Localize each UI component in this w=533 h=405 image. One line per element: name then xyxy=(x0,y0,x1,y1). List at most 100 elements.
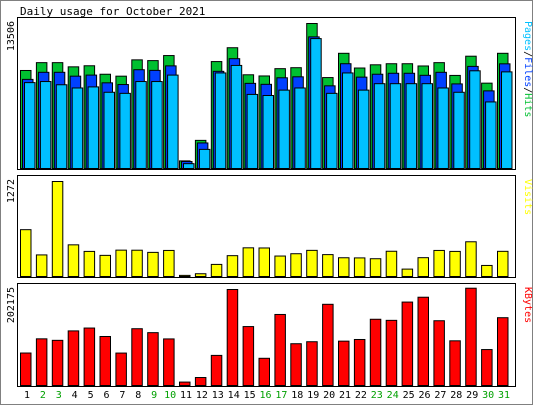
bar-pages-day-4 xyxy=(71,87,84,169)
bar-pages-day-30 xyxy=(485,101,497,169)
x-tick-label-day-2: 2 xyxy=(40,390,46,401)
x-tick-label-day-19: 19 xyxy=(307,390,319,401)
bar-pages-day-12 xyxy=(198,148,211,169)
legend-visits: Visits xyxy=(522,179,533,215)
bar-visits-day-21 xyxy=(338,257,350,278)
x-tick-label-day-31: 31 xyxy=(498,390,510,401)
bar-visits-day-3 xyxy=(51,181,64,277)
x-tick-label-day-30: 30 xyxy=(482,390,494,401)
x-tick-label-day-17: 17 xyxy=(275,390,287,401)
bar-kbytes-day-12 xyxy=(194,377,207,387)
bar-visits-day-24 xyxy=(385,250,398,277)
bar-visits-day-14 xyxy=(226,255,239,277)
bar-pages-day-9 xyxy=(151,81,163,169)
bar-visits-day-15 xyxy=(242,247,255,277)
panel-kbytes: 202175 KBytes xyxy=(6,283,533,387)
bar-pages-day-29 xyxy=(469,70,481,169)
bar-pages-day-25 xyxy=(405,83,418,169)
bar-kbytes-day-8 xyxy=(131,328,143,386)
bar-visits-day-17 xyxy=(274,255,286,277)
bar-pages-day-13 xyxy=(214,72,227,169)
bar-visits-day-6 xyxy=(99,254,111,278)
bar-kbytes-day-10 xyxy=(163,338,175,387)
legend-item-hits: Hits xyxy=(522,93,533,117)
bar-kbytes-day-20 xyxy=(322,303,334,386)
bar-kbytes-day-21 xyxy=(338,340,350,386)
bar-visits-day-18 xyxy=(290,253,302,278)
legend-item-files: Files xyxy=(522,57,533,87)
bar-kbytes-day-17 xyxy=(274,313,286,386)
bar-pages-day-5 xyxy=(87,86,100,169)
legend-item-kbytes: KBytes xyxy=(522,287,533,323)
bar-visits-day-5 xyxy=(83,250,96,277)
legend-hits: Pages/Files/Hits xyxy=(522,21,533,117)
bar-kbytes-day-15 xyxy=(242,326,255,387)
bar-kbytes-day-1 xyxy=(20,352,32,387)
bar-pages-day-10 xyxy=(167,74,179,169)
x-tick-label-day-29: 29 xyxy=(466,390,478,401)
x-tick-label-day-20: 20 xyxy=(323,390,335,401)
bar-visits-day-23 xyxy=(369,258,382,278)
bar-visits-day-27 xyxy=(433,249,445,278)
x-tick-label-day-9: 9 xyxy=(151,390,157,401)
bar-kbytes-day-7 xyxy=(115,352,127,387)
bar-visits-day-19 xyxy=(306,249,318,277)
bar-kbytes-day-18 xyxy=(290,343,302,386)
x-tick-label-day-12: 12 xyxy=(196,390,208,401)
bar-pages-day-31 xyxy=(501,71,513,169)
bar-visits-day-2 xyxy=(35,254,48,277)
bar-visits-day-30 xyxy=(481,264,493,277)
bar-pages-day-22 xyxy=(357,89,370,169)
x-tick-label-day-25: 25 xyxy=(403,390,415,401)
bar-visits-day-8 xyxy=(131,249,143,278)
bar-visits-day-7 xyxy=(115,249,127,277)
x-tick-label-day-5: 5 xyxy=(88,390,94,401)
bar-visits-day-25 xyxy=(401,268,414,278)
x-tick-label-day-6: 6 xyxy=(103,390,109,401)
legend-separator: / xyxy=(522,51,533,57)
bar-pages-day-16 xyxy=(262,94,274,169)
bar-kbytes-day-23 xyxy=(369,318,382,386)
bar-pages-day-6 xyxy=(103,91,115,169)
legend-item-visits: Visits xyxy=(522,179,533,215)
panel-hits: 13506 Pages/Files/Hits xyxy=(6,17,533,170)
legend-separator: / xyxy=(522,87,533,93)
bar-pages-day-28 xyxy=(453,91,465,169)
x-tick-label-day-24: 24 xyxy=(387,390,399,401)
bar-kbytes-day-9 xyxy=(147,332,159,386)
x-tick-label-day-7: 7 xyxy=(119,390,125,401)
y-axis-max-label-kbytes: 202175 xyxy=(6,287,17,323)
bar-kbytes-day-2 xyxy=(35,338,48,387)
bar-pages-day-27 xyxy=(437,87,449,169)
bar-visits-day-12 xyxy=(194,273,207,277)
x-tick-label-day-10: 10 xyxy=(164,390,176,401)
bar-visits-day-22 xyxy=(353,257,366,277)
x-tick-label-day-18: 18 xyxy=(291,390,303,401)
bar-kbytes-day-29 xyxy=(465,287,477,387)
x-tick-label-day-26: 26 xyxy=(418,390,430,401)
x-tick-label-day-14: 14 xyxy=(228,390,240,401)
bar-visits-day-1 xyxy=(20,229,32,277)
bar-visits-day-10 xyxy=(163,249,175,278)
x-tick-label-day-23: 23 xyxy=(371,390,383,401)
bar-visits-day-13 xyxy=(210,263,223,277)
legend-item-pages: Pages xyxy=(522,21,533,51)
bar-kbytes-day-25 xyxy=(401,301,414,386)
bar-kbytes-day-14 xyxy=(226,289,239,386)
x-tick-label-day-13: 13 xyxy=(212,390,224,401)
x-tick-label-day-16: 16 xyxy=(259,390,271,401)
bar-pages-day-18 xyxy=(294,87,306,169)
bar-pages-day-20 xyxy=(326,92,338,169)
x-axis-day-labels: 1 2 3 4 5 6 7 8 9 10 11 12 13 14 15 16 17 18 19 20 21 22 23 24 2… xyxy=(24,390,510,401)
x-tick-label-day-11: 11 xyxy=(180,390,192,401)
bar-visits-day-16 xyxy=(258,247,270,277)
bar-kbytes-day-24 xyxy=(385,319,398,386)
x-tick-label-day-8: 8 xyxy=(135,390,141,401)
bar-pages-day-3 xyxy=(55,84,68,169)
bar-kbytes-day-27 xyxy=(433,320,445,387)
panel-visits: 1272 Visits xyxy=(6,175,533,278)
bar-visits-day-26 xyxy=(417,257,429,278)
x-tick-label-day-15: 15 xyxy=(244,390,256,401)
x-tick-label-day-21: 21 xyxy=(339,390,351,401)
